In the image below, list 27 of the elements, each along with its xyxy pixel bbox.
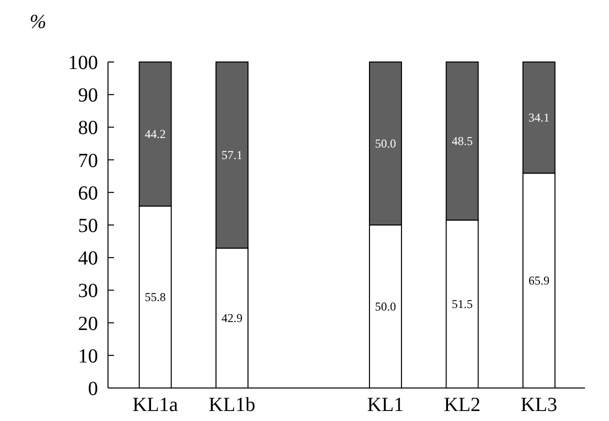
y-tick-label: 50 bbox=[78, 215, 98, 237]
x-tick-label: KL1a bbox=[132, 394, 178, 416]
y-axis-title: % bbox=[30, 11, 46, 33]
y-tick-label: 80 bbox=[78, 117, 98, 140]
data-label: 42.9 bbox=[221, 311, 242, 326]
y-tick-label: 30 bbox=[78, 280, 98, 302]
data-label: 50.0 bbox=[374, 136, 396, 150]
data-label: 48.5 bbox=[452, 134, 473, 148]
x-tick-label: KL2 bbox=[444, 394, 481, 416]
y-tick-label: 70 bbox=[78, 150, 98, 172]
x-tick-label: KL1 bbox=[367, 394, 404, 416]
data-label: 65.9 bbox=[528, 274, 550, 288]
data-label: 51.5 bbox=[452, 297, 473, 312]
data-label: 50.0 bbox=[374, 300, 396, 314]
y-tick-label: 10 bbox=[78, 345, 98, 368]
y-tick-label: 60 bbox=[78, 182, 98, 204]
y-tick-label: 20 bbox=[78, 312, 98, 335]
data-label: 57.1 bbox=[221, 148, 242, 162]
y-tick-label: 100 bbox=[68, 52, 98, 74]
y-tick-label: 90 bbox=[78, 84, 98, 107]
x-tick-label: KL1b bbox=[208, 394, 256, 416]
y-tick-label: 40 bbox=[78, 248, 98, 270]
data-label: 34.1 bbox=[528, 110, 550, 125]
x-tick-label: KL3 bbox=[520, 394, 558, 416]
y-tick-label: 0 bbox=[88, 378, 98, 400]
data-label: 55.8 bbox=[144, 290, 166, 304]
data-label: 44.2 bbox=[144, 127, 166, 142]
